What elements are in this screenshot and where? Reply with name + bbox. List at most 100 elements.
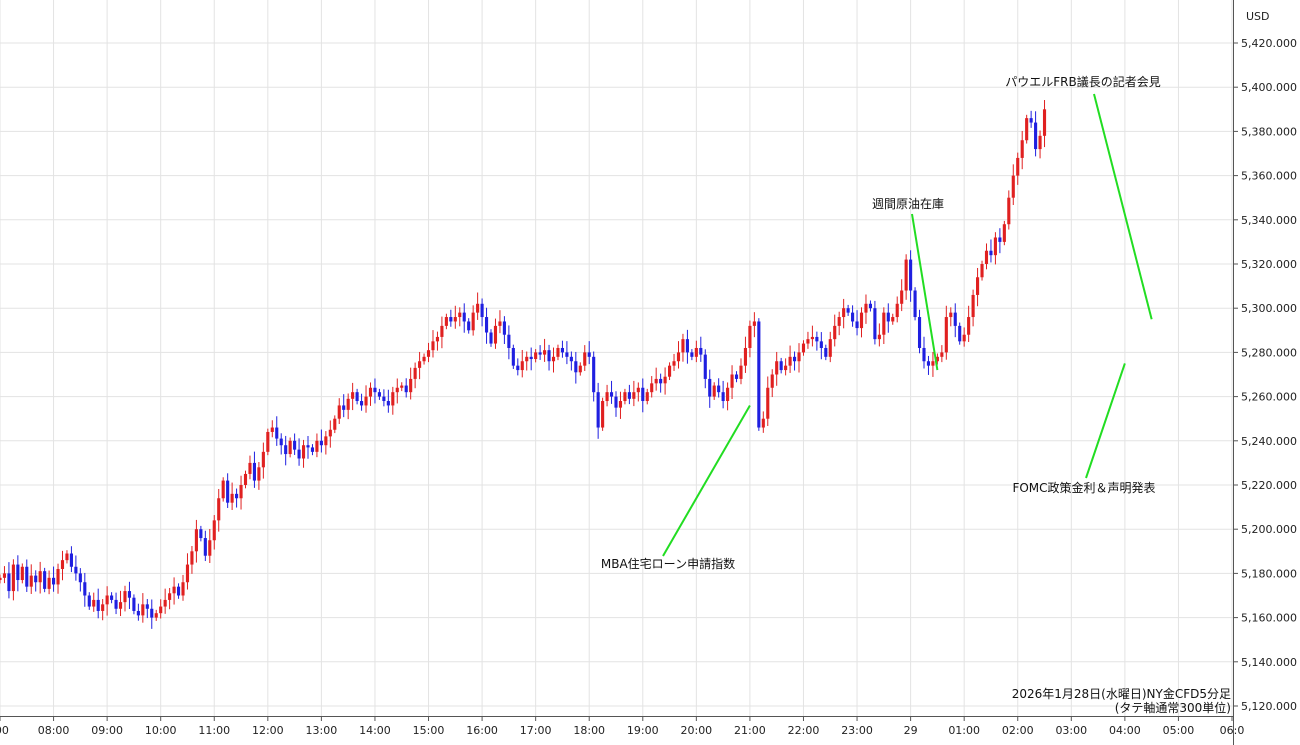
candle-body [775,361,779,375]
candle-body [123,591,127,603]
candle-body [185,564,190,583]
candle-body [29,575,33,587]
candle-body [779,361,783,371]
candle-body [569,356,573,362]
candle-body [837,317,841,326]
candle-body [288,440,292,455]
candle-body [2,573,7,578]
candle-body [1020,140,1024,158]
candle-body [239,485,243,499]
candle-body [60,560,65,569]
candle-body [346,398,350,410]
candle-body [480,303,484,318]
candle-body [489,332,493,344]
candle-body [92,599,96,607]
candle-body [306,445,310,448]
candle-body [409,378,413,393]
candle-body [266,431,270,452]
candle-body [203,538,207,556]
candle-body [364,396,368,406]
x-tick-label: 11:00 [198,724,230,737]
candle-body [797,352,801,362]
candle-body [65,553,69,561]
annotation-leader-line [1085,363,1126,479]
y-tick-label: 5,260.000 [1241,391,1297,404]
candle-body [587,352,591,357]
x-tick-label: 05:00 [1163,724,1195,737]
candle-body [230,493,234,503]
candle-body [168,593,172,600]
annotation-label: FOMC政策金利＆声明発表 [1012,480,1155,495]
candle-body [360,401,364,406]
candle-body [453,317,457,322]
annotation-leader-line [911,213,939,371]
x-tick-label: 14:00 [359,724,391,737]
candle-body [623,392,627,402]
candle-body [391,392,395,406]
candle-body [310,447,315,452]
candle-body [435,336,440,342]
candle-body [467,321,471,331]
candle-body [377,392,381,397]
candle-body [194,529,198,552]
candle-body [293,440,297,450]
x-tick-label: 22:00 [788,724,820,737]
candle-body [922,347,926,362]
candle-body [328,429,332,437]
y-tick-label: 5,320.000 [1241,258,1297,271]
candle-body [261,451,265,468]
candle-body [83,582,87,596]
candle-body [949,312,953,318]
y-tick-label: 5,380.000 [1241,125,1297,138]
candle-body [547,350,551,362]
candle-body [20,566,24,581]
candle-body [181,582,185,596]
candle-body [449,317,453,322]
candle-body [355,392,359,402]
y-tick-label: 5,200.000 [1241,523,1297,536]
candle-body [752,321,756,326]
x-tick-label: 21:00 [734,724,766,737]
candle-body [815,336,819,342]
candle-body [507,334,511,348]
candle-body [176,586,181,596]
y-tick-label: 5,120.000 [1241,700,1297,713]
candle-body [833,325,837,340]
candle-body [1025,118,1029,141]
candle-body [1029,118,1033,123]
candle-body [819,341,823,348]
candle-body [788,356,792,366]
candle-body [824,347,828,357]
candle-body [212,520,216,541]
candle-body [761,418,765,428]
y-tick-label: 5,140.000 [1241,656,1297,669]
x-tick-label: 09:00 [91,724,123,737]
candle-body [235,493,239,499]
candle-body [757,321,761,428]
candle-body [74,566,78,574]
candle-body [154,613,158,618]
candle-body [105,595,109,605]
candle-body [16,564,20,581]
candles [0,100,1047,629]
candle-body [703,354,707,379]
y-tick-label: 5,280.000 [1241,346,1297,359]
candle-body [873,308,877,340]
x-tick-label: 08:00 [38,724,70,737]
candle-body [663,376,667,384]
candle-body [538,352,542,355]
candle-body [243,473,248,485]
candle-body [886,312,890,322]
candle-body [534,352,538,360]
candle-body [136,610,140,616]
candle-body [400,385,404,388]
candle-body [297,449,301,459]
candle-body [431,341,435,351]
candle-body [440,325,444,337]
candle-body [859,312,864,329]
candle-body [627,392,631,399]
candle-body [141,604,145,616]
candle-body [958,325,962,342]
candle-body [208,540,212,556]
